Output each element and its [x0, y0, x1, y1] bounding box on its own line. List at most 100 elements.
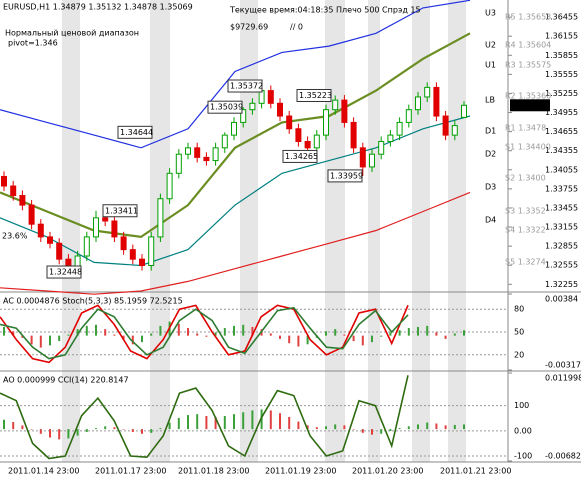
histogram-bar: [398, 428, 401, 430]
y-tick-label: 1.34055: [545, 165, 578, 174]
candle-body: [249, 102, 256, 111]
histogram-bar: [435, 423, 438, 430]
price-label: 1.34265: [285, 152, 318, 161]
candle-body: [212, 147, 219, 162]
candle-body: [415, 96, 421, 111]
histogram-bar: [141, 335, 143, 343]
y-tick-label: 0.00: [514, 426, 532, 435]
histogram-bar: [242, 412, 245, 430]
level-label: U3: [485, 9, 496, 18]
y-tick-label: 1.36455: [545, 13, 578, 22]
price-label-box: [282, 149, 318, 163]
histogram-bar: [463, 424, 465, 430]
histogram-bar: [58, 429, 61, 440]
histogram-bar: [39, 335, 42, 348]
y-tick-label: 1.32855: [545, 242, 578, 251]
histogram-bar: [315, 427, 318, 430]
histogram-bar: [12, 331, 15, 336]
candle-body: [28, 204, 35, 225]
y-tick-label: 1.33755: [545, 184, 578, 193]
histogram-bar: [371, 429, 373, 435]
candle-body: [359, 147, 366, 168]
histogram-bar: [288, 416, 291, 430]
histogram-bar: [168, 422, 171, 430]
candle-body: [323, 109, 329, 136]
indicator-line: [0, 32, 471, 239]
histogram-bar: [389, 332, 392, 336]
candle-body: [442, 115, 449, 136]
histogram-bar: [343, 334, 346, 336]
pivot-label: R2 1.35360: [505, 92, 551, 101]
histogram-bar: [242, 324, 245, 336]
histogram-bar: [279, 413, 281, 430]
histogram-bar: [260, 409, 263, 430]
price-label: 1.33959: [330, 171, 363, 180]
histogram-bar: [85, 429, 88, 432]
shade: [325, 0, 345, 462]
histogram-bar: [453, 424, 456, 430]
price-label-box: [327, 169, 363, 183]
shade: [62, 0, 80, 462]
histogram-bar: [297, 335, 300, 347]
y-tick-label: 80: [514, 305, 524, 314]
candle-body: [83, 236, 90, 257]
candle-body: [203, 156, 210, 162]
histogram-bar: [361, 429, 364, 433]
candle-body: [166, 172, 173, 200]
time-label: 2011.01.21 23:00: [440, 467, 511, 476]
y-tick-label: -0.00682: [545, 452, 581, 461]
level-label: LB: [485, 96, 495, 105]
histogram-bar: [288, 335, 291, 344]
histogram-bar: [159, 428, 162, 430]
candle-body: [286, 115, 293, 130]
histogram-bar: [407, 328, 410, 336]
time-label: 2011.01.20 23:00: [352, 467, 423, 476]
histogram-bar: [39, 429, 42, 434]
indicator-line: [0, 191, 471, 295]
histogram-bar: [12, 422, 15, 430]
histogram-bar: [21, 335, 24, 338]
indicator-line: [0, 0, 471, 149]
histogram-bar: [177, 323, 180, 336]
histogram-bar: [444, 335, 447, 339]
histogram-bar: [49, 429, 51, 438]
histogram-bar: [21, 425, 24, 430]
histogram-bar: [398, 330, 401, 336]
candle-body: [267, 90, 274, 104]
candle-body: [194, 147, 201, 158]
histogram-bar: [131, 429, 134, 432]
histogram-bar: [113, 334, 116, 336]
annotation: pivot=1.346: [8, 39, 58, 48]
price-label-box: [296, 88, 332, 102]
histogram-bar: [122, 335, 125, 340]
y-tick-label: -100: [514, 451, 532, 460]
y-tick-label: 1.33155: [545, 223, 578, 232]
y-tick-label: 1.34955: [545, 108, 578, 117]
candle-body: [313, 134, 320, 149]
histogram-bar: [141, 429, 143, 434]
y-tick-label: 1.34355: [545, 146, 578, 155]
price-label-box: [46, 265, 82, 279]
histogram-bar: [159, 325, 162, 336]
histogram-bar: [444, 425, 447, 430]
histogram-bar: [352, 429, 355, 430]
y-tick-label: 0.00384: [545, 295, 578, 304]
histogram-bar: [380, 335, 383, 337]
histogram-bar: [269, 333, 272, 336]
price-label-box: [117, 125, 153, 139]
y-tick-label: 1.32555: [545, 261, 578, 270]
level-label: D2: [485, 150, 496, 159]
price-label: 1.32448: [49, 268, 82, 277]
histogram-bar: [334, 424, 337, 430]
pivot-label: S3 1.3352: [505, 207, 546, 216]
current-price-box: [510, 99, 550, 112]
y-tick-label: 1.32255: [545, 280, 578, 289]
price-label-box: [102, 204, 138, 218]
y-tick-label: 100: [514, 401, 529, 410]
price-label: 1.35223: [299, 91, 332, 100]
candle-body: [221, 134, 228, 149]
pivot-label: S5 1.3274: [505, 258, 546, 267]
histogram-bar: [122, 429, 125, 430]
price-label-box: [207, 100, 243, 114]
candle-body: [424, 86, 431, 98]
